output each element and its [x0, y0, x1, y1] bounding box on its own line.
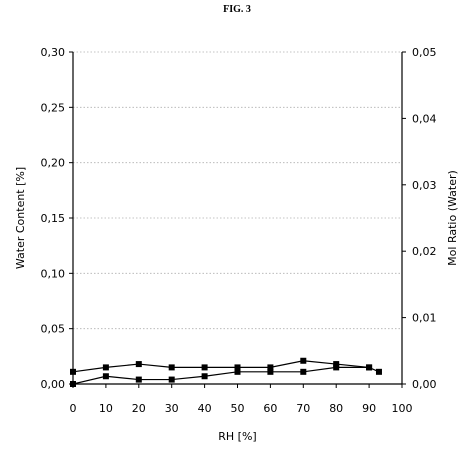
data-point	[70, 368, 76, 375]
gridlines	[73, 51, 402, 330]
x-tick-label: 10	[99, 402, 113, 415]
x-tick-label: 0	[70, 402, 77, 415]
y-axis-label: Water Content [%]	[14, 167, 27, 269]
data-point	[70, 381, 76, 387]
x-tick-label: 30	[165, 402, 179, 415]
x-tick-label: 100	[392, 402, 413, 415]
y2-tick-label: 0,00	[412, 378, 437, 391]
x-tick-label: 90	[362, 402, 376, 415]
data-point	[201, 373, 208, 380]
data-point	[135, 376, 142, 383]
data-point	[333, 364, 340, 371]
data-point	[375, 368, 382, 375]
data-point	[267, 368, 274, 375]
data-point	[300, 368, 307, 375]
x-tick-label: 40	[198, 402, 212, 415]
data-point	[102, 364, 109, 371]
axes	[69, 51, 406, 388]
data-point	[300, 357, 307, 364]
x-tick-label: 60	[263, 402, 277, 415]
tick-labels: 0,00 0,05 0,10 0,15 0,20 0,25 0,30 0,00 0,01 0,02…	[41, 46, 437, 415]
y2-tick-label: 0,01	[412, 312, 437, 325]
data-point	[234, 368, 241, 375]
x-tick-label: 80	[329, 402, 343, 415]
y-tick-label: 0,30	[41, 46, 66, 59]
series-layer	[70, 357, 382, 387]
y-tick-label: 0,25	[41, 101, 66, 114]
x-tick-label: 70	[296, 402, 310, 415]
y-tick-label: 0,10	[41, 267, 66, 280]
y2-tick-label: 0,02	[412, 245, 437, 258]
y2-tick-label: 0,04	[412, 112, 437, 125]
y-tick-label: 0,20	[41, 157, 66, 170]
data-point	[135, 361, 142, 368]
data-point	[333, 361, 340, 368]
y-tick-label: 0,00	[41, 378, 66, 391]
data-point	[201, 364, 208, 371]
data-point	[234, 364, 241, 371]
y2-axis-label: Mol Ratio (Water)	[446, 170, 459, 266]
series-line	[72, 360, 380, 373]
figure-label: FIG. 3	[223, 4, 251, 15]
data-point	[366, 364, 373, 371]
data-point	[102, 373, 109, 380]
x-tick-label: 50	[231, 402, 245, 415]
x-axis-label: RH [%]	[218, 430, 256, 443]
y-tick-label: 0,15	[41, 212, 66, 225]
y2-tick-label: 0,05	[412, 46, 437, 59]
y-tick-label: 0,05	[41, 323, 66, 336]
data-point	[168, 364, 175, 371]
data-point	[168, 376, 175, 383]
y2-tick-label: 0,03	[412, 179, 437, 192]
data-point	[267, 364, 274, 371]
series-line	[72, 366, 370, 385]
x-tick-label: 20	[132, 402, 146, 415]
